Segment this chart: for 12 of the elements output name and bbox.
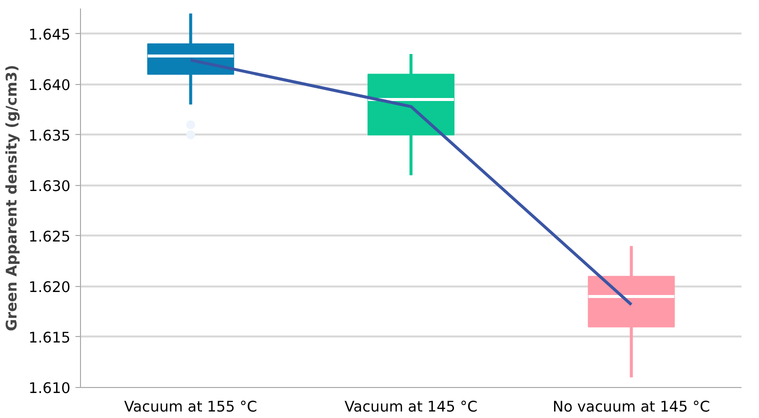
y-tick-label: 1.640 bbox=[28, 76, 71, 94]
y-tick-label: 1.630 bbox=[28, 178, 71, 195]
y-tick-label: 1.625 bbox=[28, 228, 71, 246]
x-tick-label: Vacuum at 155 °C bbox=[124, 398, 258, 416]
x-tick-label: Vacuum at 145 °C bbox=[344, 398, 478, 416]
y-tick-label: 1.615 bbox=[28, 329, 71, 346]
y-tick-label: 1.645 bbox=[28, 26, 71, 44]
y-tick-label: 1.635 bbox=[28, 127, 71, 144]
x-tick-label: No vacuum at 145 °C bbox=[552, 398, 710, 416]
y-axis-title: Green Apparent density (g/cm3) bbox=[4, 64, 21, 332]
y-tick-label: 1.610 bbox=[28, 380, 71, 397]
y-tick-label: 1.620 bbox=[28, 278, 71, 296]
